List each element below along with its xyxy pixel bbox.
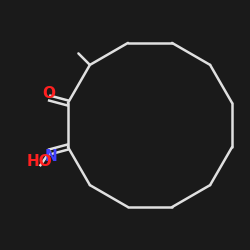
Text: HO: HO xyxy=(26,154,52,169)
Text: N: N xyxy=(45,149,58,164)
Text: O: O xyxy=(42,86,55,100)
